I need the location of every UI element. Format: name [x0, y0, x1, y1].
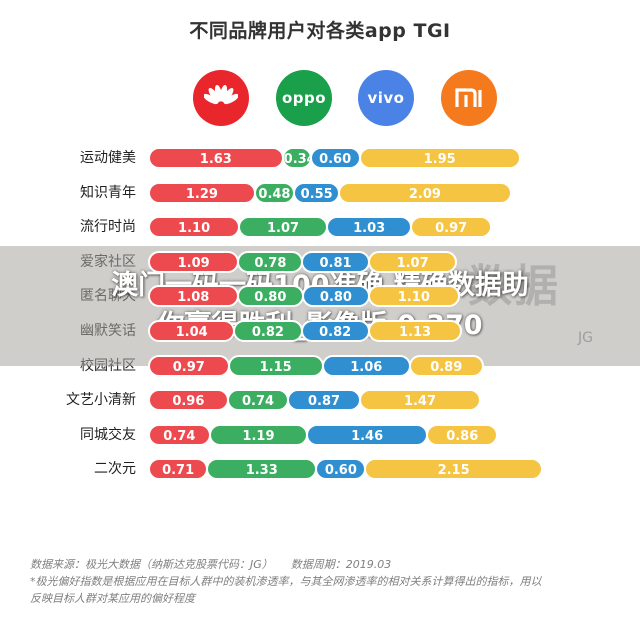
bar-oppo: 1.07: [238, 216, 328, 239]
oppo-logo-text: oppo: [281, 89, 327, 107]
footer-note-1: *极光偏好指数是根据应用在目标人群中的装机渗透率，与其全网渗透率的相对关系计算得…: [30, 575, 542, 588]
bar-oppo: 1.19: [208, 423, 309, 446]
footer-note-2: 反映目标人群对某应用的偏好程度: [30, 592, 195, 605]
bar-mi: 1.47: [358, 389, 482, 412]
bar-huawei: 1.10: [148, 216, 241, 239]
brand-logos: oppo vivo: [0, 70, 640, 130]
vivo-logo-text: vivo: [367, 89, 405, 107]
bar-vivo: 0.55: [293, 181, 341, 204]
bar-mi: 2.15: [364, 458, 543, 481]
bar-vivo: 0.60: [309, 147, 361, 169]
huawei-logo-icon: [193, 70, 249, 126]
bar-vivo: 1.46: [306, 423, 428, 446]
bar-huawei: 1.04: [148, 320, 236, 342]
bar-vivo: 0.87: [287, 389, 361, 412]
bar-huawei: 0.71: [148, 458, 209, 481]
vivo-logo-icon: vivo: [358, 70, 414, 126]
bar-vivo: 0.60: [315, 458, 367, 481]
chart-title: 不同品牌用户对各类app TGI: [189, 20, 451, 42]
category-label: 流行时尚: [80, 219, 136, 236]
footer-period: 数据周期：2019.03: [290, 558, 392, 571]
huawei-petals-icon: [204, 85, 238, 105]
bar-oppo: 0.48: [253, 181, 296, 204]
category-label: 运动健美: [80, 150, 136, 166]
bar-mi: 1.13: [367, 320, 463, 342]
footer-source: 数据来源：极光大数据（纳斯达克股票代码：JG）: [30, 558, 273, 571]
bar-vivo: 1.06: [321, 354, 411, 377]
bar-mi: 0.97: [410, 216, 492, 239]
mi-logo-icon: [441, 70, 497, 126]
bar-vivo: 0.82: [300, 320, 370, 342]
bar-huawei: 1.09: [148, 250, 240, 273]
bar-mi: 0.89: [408, 354, 484, 377]
watermark-jg: JG: [578, 330, 593, 346]
category-label: 知识青年: [80, 184, 136, 201]
bar-huawei: 1.29: [148, 181, 256, 204]
category-label: 同城交友: [80, 426, 136, 443]
bar-vivo: 0.81: [301, 250, 370, 273]
bar-oppo: 0.78: [237, 250, 304, 273]
category-label: 文艺小清新: [66, 392, 136, 409]
bar-oppo: 1.33: [206, 458, 318, 481]
chart-footer: 数据来源：极光大数据（纳斯达克股票代码：JG） 数据周期：2019.03 *极光偏…: [30, 556, 620, 607]
bar-oppo: 0.82: [233, 320, 303, 342]
mi-mark-icon: [455, 88, 482, 107]
bar-oppo: 1.15: [227, 354, 324, 377]
bar-mi: 1.07: [367, 250, 458, 273]
bar-mi: 0.86: [425, 423, 499, 446]
bar-vivo: 1.03: [325, 216, 413, 239]
bar-oppo: 0.34: [281, 147, 312, 169]
bar-huawei: 0.97: [148, 354, 230, 377]
bar-mi: 1.95: [358, 147, 521, 169]
watermark-brand: 数据: [468, 261, 560, 312]
bar-huawei: 0.96: [148, 389, 229, 412]
bar-huawei: 0.74: [148, 423, 211, 446]
oppo-logo-icon: oppo: [276, 70, 332, 126]
category-label: 二次元: [94, 461, 136, 478]
bar-mi: 2.09: [338, 181, 512, 204]
bar-mi: 1.10: [367, 285, 460, 308]
bar-vivo: 0.80: [302, 285, 370, 308]
bar-huawei: 1.63: [148, 147, 284, 169]
bar-oppo: 0.80: [236, 285, 305, 308]
bar-huawei: 1.08: [148, 285, 239, 308]
bar-oppo: 0.74: [226, 389, 290, 412]
